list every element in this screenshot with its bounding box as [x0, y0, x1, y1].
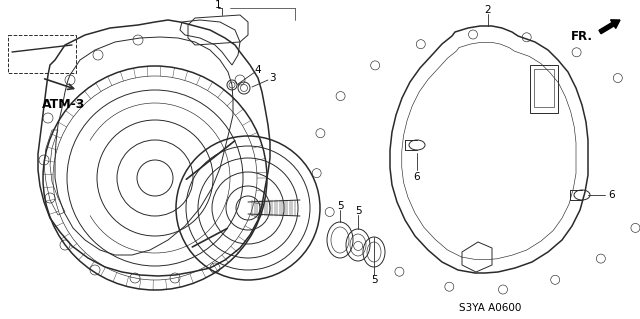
Text: 1: 1: [214, 0, 221, 10]
Text: 6: 6: [609, 190, 615, 200]
Text: 5: 5: [355, 206, 362, 216]
Text: 6: 6: [413, 172, 420, 182]
Text: S3YA A0600: S3YA A0600: [459, 303, 521, 313]
Text: ATM-3: ATM-3: [42, 99, 85, 112]
Bar: [530, 65, 558, 113]
Text: 5: 5: [337, 201, 343, 211]
Text: 5: 5: [371, 275, 378, 285]
Text: FR.: FR.: [571, 29, 593, 42]
Text: 2: 2: [484, 5, 492, 15]
Bar: [534, 69, 554, 107]
Text: 4: 4: [255, 65, 261, 75]
Bar: [8, 35, 76, 73]
Text: 3: 3: [269, 73, 275, 83]
FancyArrow shape: [599, 20, 620, 34]
